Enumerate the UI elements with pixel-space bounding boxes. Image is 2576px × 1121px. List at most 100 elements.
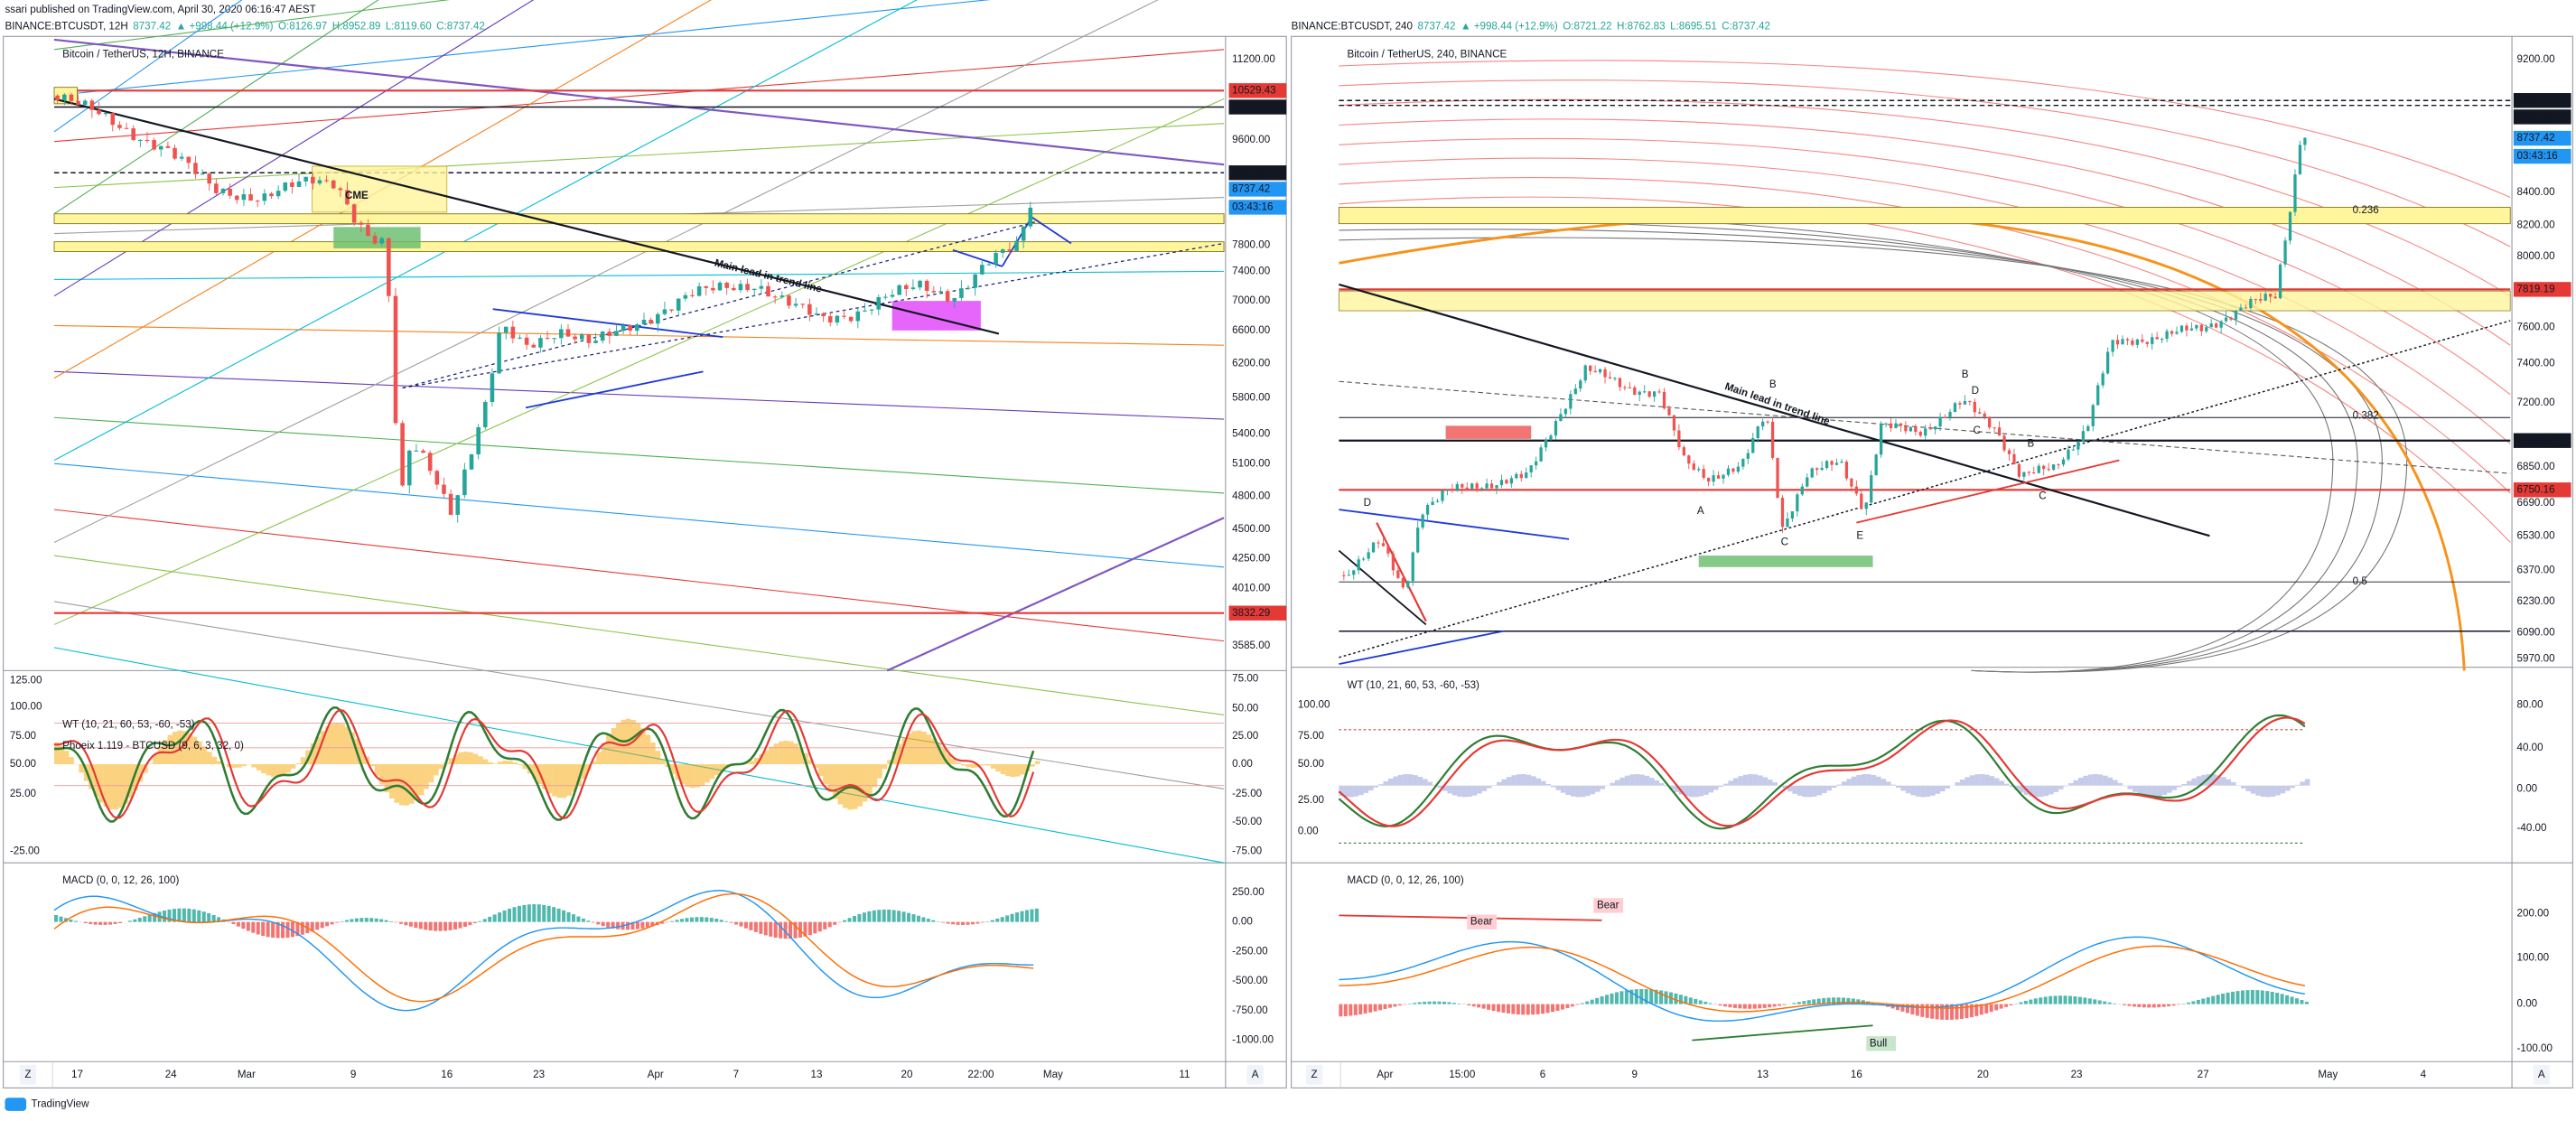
candle bbox=[2205, 327, 2208, 332]
histogram-bar bbox=[606, 734, 611, 765]
histogram-bar bbox=[714, 919, 719, 922]
histogram-bar bbox=[1605, 995, 1610, 1004]
histogram-bar bbox=[512, 907, 517, 922]
histogram-bar bbox=[374, 764, 380, 776]
zone bbox=[333, 227, 421, 248]
price-axis-label: 7003.23 bbox=[2517, 434, 2555, 446]
histogram-bar bbox=[1826, 785, 1833, 791]
histogram-bar bbox=[54, 914, 59, 922]
candle bbox=[2145, 341, 2149, 344]
candle bbox=[207, 173, 212, 184]
axis-button[interactable] bbox=[1246, 1064, 1264, 1085]
arc bbox=[1339, 98, 2511, 297]
candle bbox=[1485, 483, 1489, 489]
candle bbox=[1914, 426, 1918, 433]
candle bbox=[863, 310, 867, 312]
histogram-bar bbox=[1841, 997, 1845, 1004]
histogram-bar bbox=[108, 921, 113, 925]
axis-button-label[interactable]: Z bbox=[1311, 1069, 1318, 1080]
histogram-bar bbox=[2250, 785, 2256, 794]
histogram-bar bbox=[1585, 785, 1591, 797]
time-axis-label: 16 bbox=[441, 1069, 453, 1080]
indicator-axis-label: 75.00 bbox=[10, 730, 37, 742]
axis-button-label[interactable]: A bbox=[2538, 1069, 2545, 1080]
histogram-bar bbox=[1030, 909, 1034, 922]
histogram-bar bbox=[2083, 997, 2087, 1004]
candle bbox=[1672, 415, 1676, 431]
candle bbox=[669, 309, 674, 311]
histogram-bar bbox=[89, 764, 94, 789]
drawing-line bbox=[53, 0, 991, 97]
price-axis-label: 8000.00 bbox=[2517, 250, 2556, 262]
histogram-bar bbox=[591, 761, 597, 765]
histogram-bar bbox=[133, 919, 137, 922]
histogram-bar bbox=[837, 764, 844, 805]
axis-button[interactable] bbox=[19, 1064, 37, 1085]
histogram-bar bbox=[1024, 910, 1029, 922]
histogram-bar bbox=[1703, 1002, 1708, 1004]
indicator-axis-label: -500.00 bbox=[1232, 975, 1268, 986]
candle bbox=[1697, 469, 1701, 471]
histogram-bar bbox=[266, 921, 270, 938]
wave-label: D bbox=[1364, 497, 1371, 509]
candle bbox=[918, 280, 922, 288]
indicator-axis-label: 0.00 bbox=[1298, 826, 1319, 837]
histogram-bar bbox=[660, 759, 666, 765]
histogram-bar bbox=[1895, 785, 1901, 789]
time-axis-label: Apr bbox=[1377, 1069, 1393, 1080]
histogram-bar bbox=[734, 921, 739, 925]
axis-button[interactable] bbox=[1306, 1064, 1323, 1085]
histogram-bar bbox=[502, 910, 507, 922]
histogram-bar bbox=[966, 764, 971, 768]
candle bbox=[1810, 468, 1814, 478]
candle bbox=[1529, 465, 1533, 473]
histogram-bar bbox=[2216, 995, 2220, 1004]
histogram-bar bbox=[1560, 785, 1566, 793]
histogram-bar bbox=[773, 743, 779, 765]
candle bbox=[1776, 457, 1779, 499]
histogram-bar bbox=[1723, 783, 1729, 786]
histogram-bar bbox=[956, 921, 960, 925]
ticker-part: BINANCE:BTCUSDT, 12H bbox=[5, 20, 127, 32]
histogram-bar bbox=[813, 764, 818, 768]
candle bbox=[2165, 331, 2169, 340]
histogram-bar bbox=[1600, 785, 1606, 789]
histogram-bar bbox=[369, 764, 375, 767]
candle bbox=[1978, 412, 1982, 414]
ticker-part: 8737.42 bbox=[133, 20, 171, 32]
histogram-bar bbox=[1787, 785, 1793, 792]
histogram-bar bbox=[789, 921, 793, 939]
candle bbox=[400, 423, 405, 486]
candle bbox=[2022, 472, 2026, 477]
candle bbox=[1958, 403, 1962, 405]
histogram-bar bbox=[1387, 778, 1394, 786]
candle bbox=[1381, 543, 1386, 546]
axis-button[interactable] bbox=[2533, 1064, 2550, 1085]
indicator-axis-label: 100.00 bbox=[1298, 699, 1330, 711]
axis-button-label[interactable]: Z bbox=[24, 1069, 31, 1080]
candle bbox=[359, 222, 364, 225]
drawing-line bbox=[1338, 549, 1427, 626]
histogram-bar bbox=[1806, 1000, 1811, 1004]
axis-button-label[interactable]: A bbox=[1252, 1069, 1259, 1080]
histogram-bar bbox=[2127, 1004, 2132, 1006]
candle bbox=[2125, 339, 2130, 341]
arc bbox=[1339, 196, 2511, 543]
histogram-bar bbox=[108, 764, 114, 809]
histogram-bar bbox=[724, 920, 729, 922]
histogram-bar bbox=[1930, 1004, 1935, 1019]
candle bbox=[2096, 385, 2100, 406]
candle bbox=[1928, 428, 1932, 430]
histogram-bar bbox=[384, 764, 390, 793]
histogram-bar bbox=[739, 921, 743, 927]
histogram-bar bbox=[1728, 1004, 1732, 1008]
histogram-bar bbox=[428, 764, 434, 783]
histogram-bar bbox=[1634, 773, 1640, 786]
histogram-bar bbox=[2132, 785, 2138, 792]
histogram-bar bbox=[1580, 785, 1586, 798]
candle bbox=[1924, 428, 1927, 436]
candle bbox=[1899, 423, 1903, 426]
histogram-bar bbox=[1792, 785, 1797, 794]
histogram-bar bbox=[1629, 774, 1635, 786]
histogram-bar bbox=[1664, 991, 1668, 1004]
